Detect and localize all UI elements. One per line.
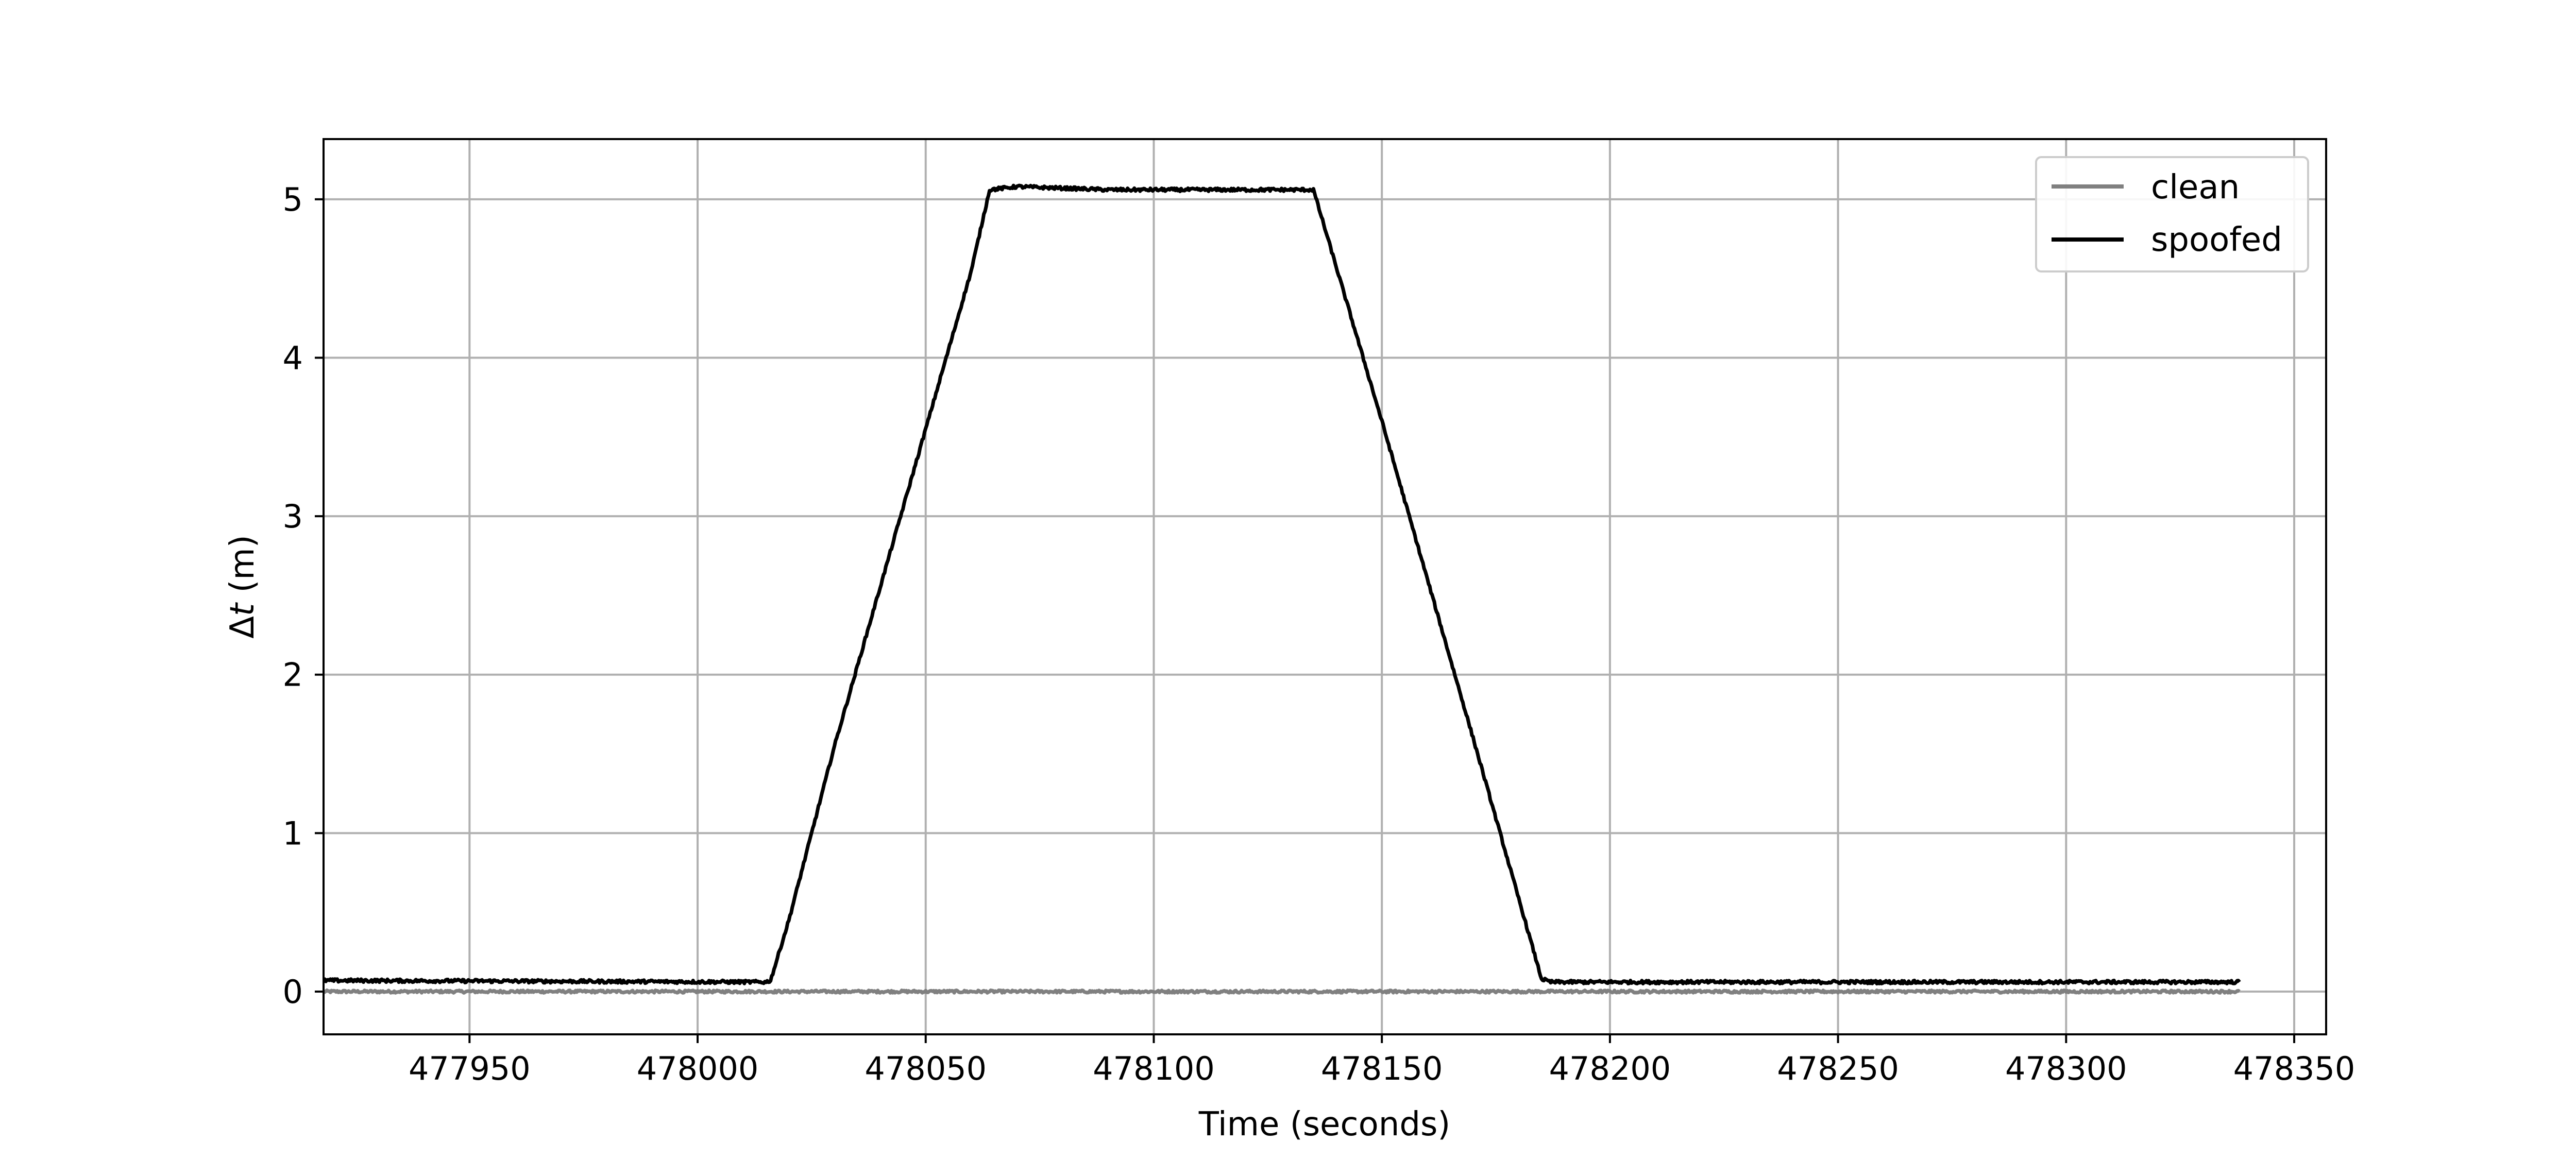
y-axis-label: Δt (m) [224,535,262,639]
legend-label-clean: clean [2151,168,2240,207]
y-tick-label: 0 [283,973,303,1011]
legend: clean spoofed [2035,156,2309,272]
x-tick-label: 478100 [1093,1050,1215,1087]
x-tick-label: 478200 [1549,1050,1671,1087]
y-axis-label-prefix: Δ [224,616,262,639]
x-tick-label: 478000 [637,1050,759,1087]
x-tick-label: 478300 [2005,1050,2127,1087]
y-tick-label: 1 [283,814,303,852]
plot-area [324,139,2326,1034]
x-tick-label: 478350 [2233,1050,2355,1087]
x-tick-label: 477950 [409,1050,531,1087]
y-axis-label-variable: t [224,602,262,616]
series-layer [322,183,2241,995]
x-tick-label: 478050 [865,1050,987,1087]
series-line-clean [322,988,2241,995]
x-axis: 477950 478000 478050 478100 478150 478200 4782… [409,1034,2355,1087]
x-tick-label: 478250 [1777,1050,1899,1087]
y-tick-label: 5 [283,181,303,218]
y-axis: 0 1 2 3 4 5 [283,181,324,1011]
legend-label-spoofed: spoofed [2151,221,2282,259]
x-tick-label: 478150 [1321,1050,1443,1087]
y-tick-label: 2 [283,656,303,694]
y-tick-label: 4 [283,339,303,377]
y-tick-label: 3 [283,498,303,535]
y-axis-label-unit: (m) [224,535,262,603]
series-line-spoofed [322,183,2241,986]
x-axis-label: Time (seconds) [1198,1105,1451,1144]
plot-frame [323,138,2327,1035]
